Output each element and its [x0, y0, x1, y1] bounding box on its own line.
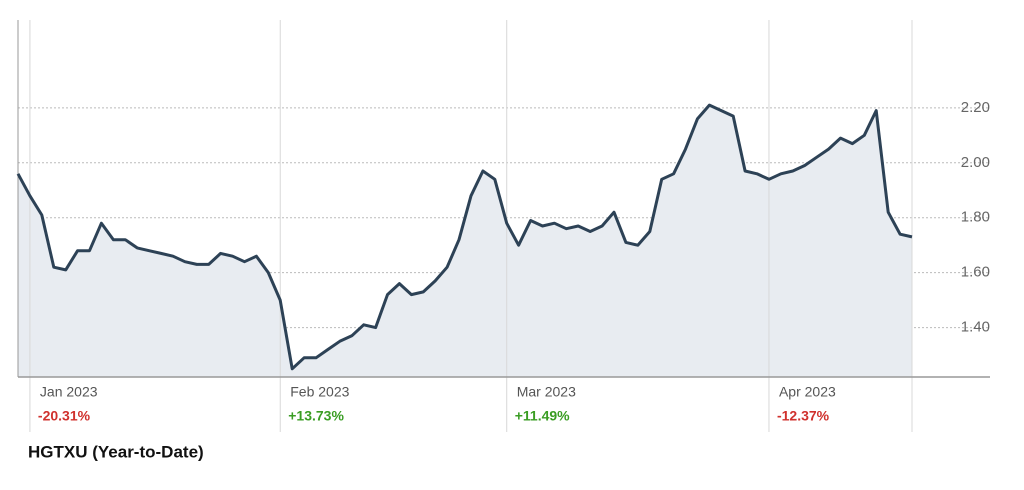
area-fill [18, 105, 912, 377]
x-tick-label: Mar 2023 [517, 384, 576, 400]
x-tick-label: Feb 2023 [290, 384, 349, 400]
price-line [16, 103, 913, 371]
period-change: -20.31% [38, 408, 91, 424]
y-tick-label: 2.20 [961, 99, 990, 116]
chart-caption: HGTXU (Year-to-Date) [28, 442, 204, 461]
x-tick-label: Jan 2023 [40, 384, 98, 400]
x-tick-label: Apr 2023 [779, 384, 836, 400]
y-tick-label: 1.60 [961, 264, 990, 281]
y-tick-label: 2.00 [961, 154, 990, 171]
period-change: +11.49% [515, 408, 570, 424]
period-change: -12.37% [777, 408, 830, 424]
y-tick-label: 1.80 [961, 209, 990, 226]
y-tick-label: 1.40 [961, 319, 990, 336]
period-change: +13.73% [288, 408, 344, 424]
